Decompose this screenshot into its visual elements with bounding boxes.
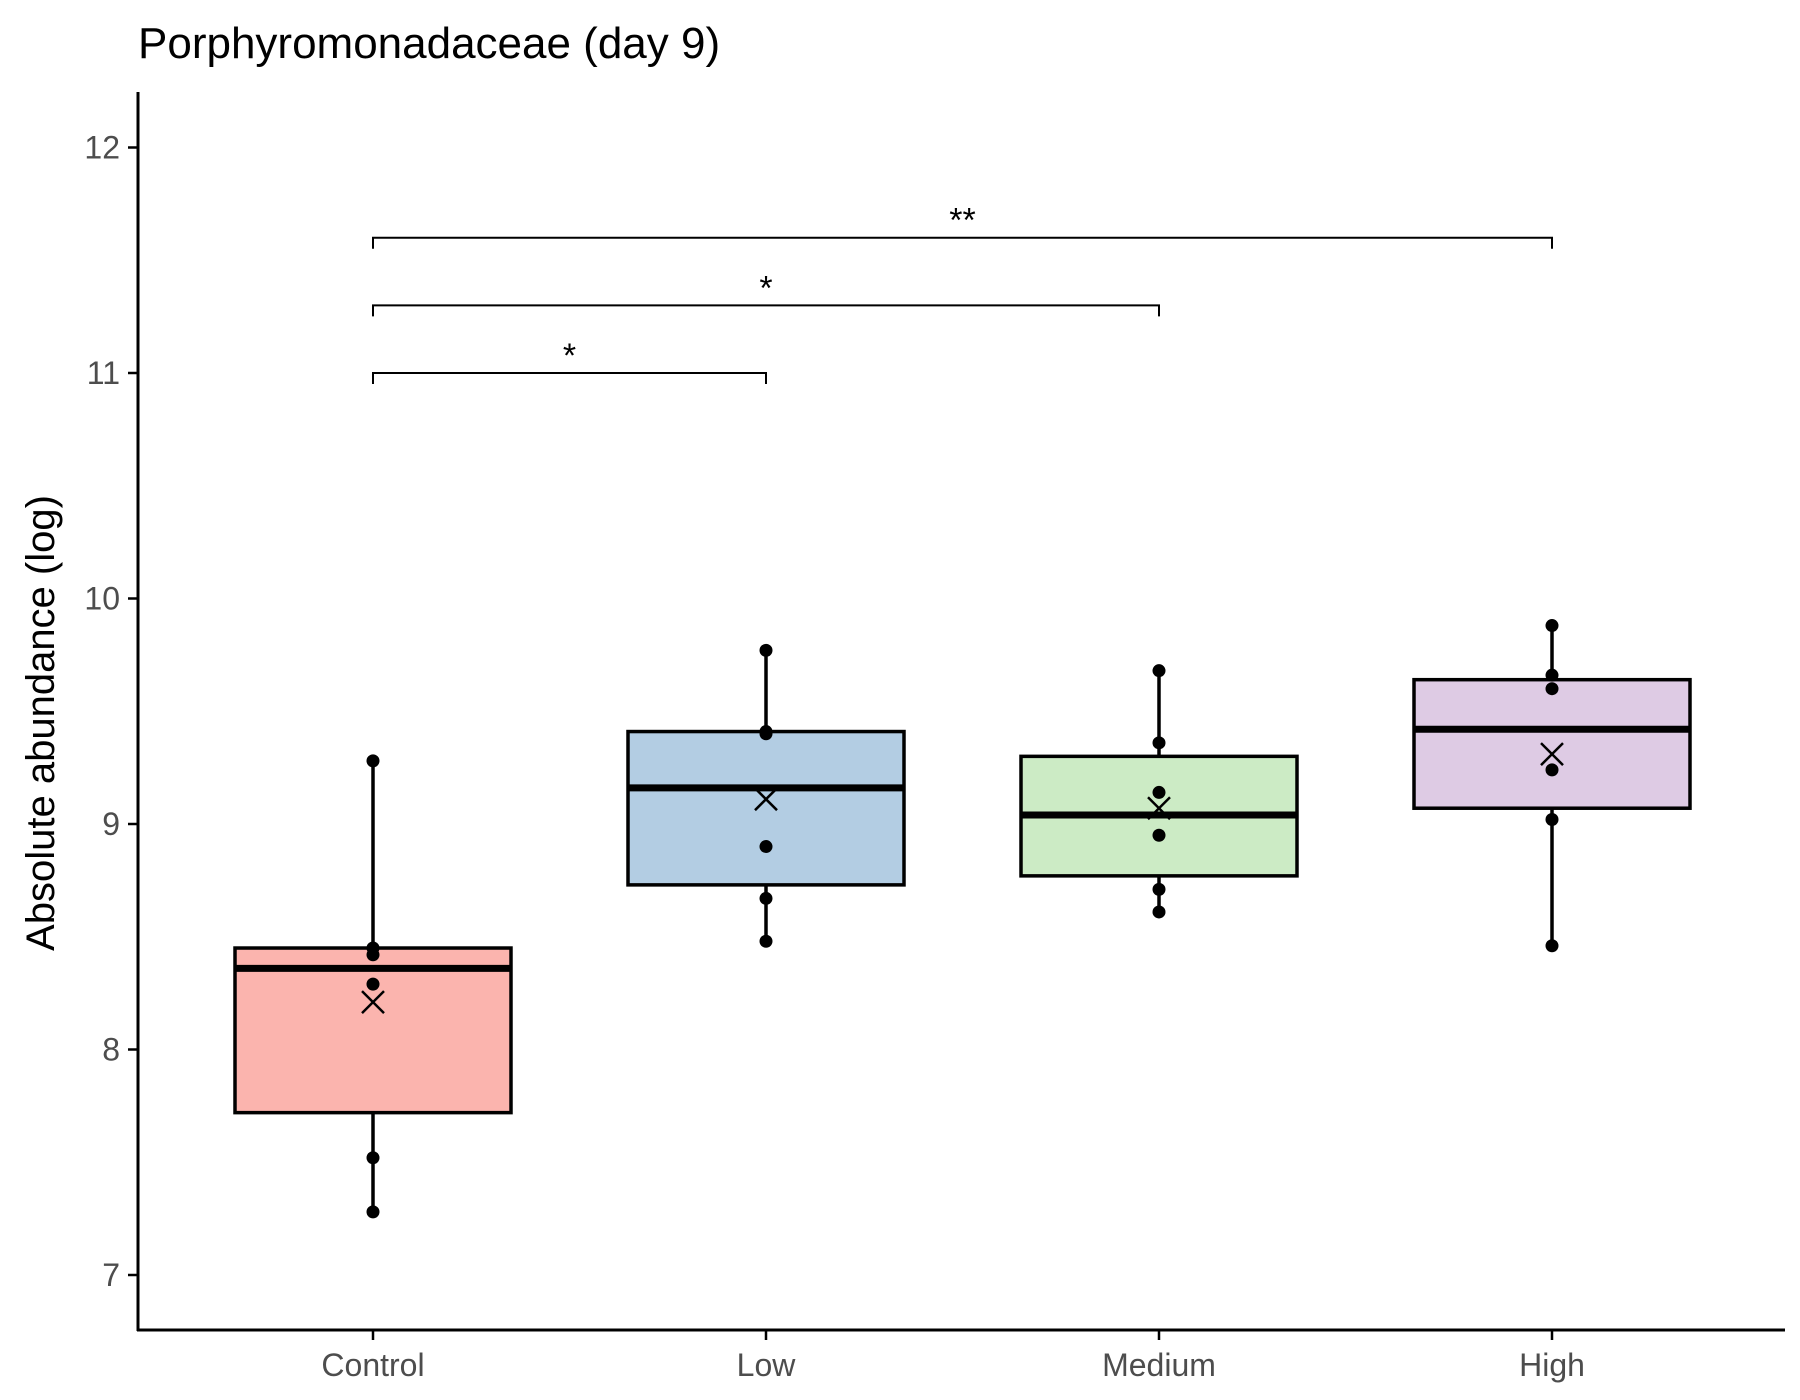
significance-label: *	[759, 269, 772, 307]
box-iqr	[626, 729, 906, 887]
y-tick-label: 9	[102, 806, 120, 842]
box-group-high	[1412, 619, 1692, 953]
significance-label: *	[563, 337, 576, 375]
y-tick-label: 7	[102, 1257, 120, 1293]
box-group-low	[626, 643, 906, 948]
data-point	[1545, 812, 1559, 826]
data-point	[366, 941, 380, 955]
box-group-medium	[1019, 664, 1299, 919]
mean-marker	[754, 787, 778, 812]
data-point	[1545, 763, 1559, 777]
data-point	[1545, 939, 1559, 953]
mean-marker	[1147, 796, 1171, 821]
x-tick-label: Medium	[1102, 1347, 1216, 1383]
data-point	[366, 1151, 380, 1165]
data-point	[366, 1205, 380, 1219]
data-point	[1152, 828, 1166, 842]
x-tick-label: High	[1519, 1347, 1585, 1383]
bracket-line	[372, 372, 767, 384]
x-tick-label: Low	[737, 1347, 797, 1383]
data-point	[759, 725, 773, 739]
y-tick-label: 10	[84, 581, 120, 617]
significance-bracket: *	[372, 269, 1160, 317]
data-point	[366, 754, 380, 768]
data-point	[366, 977, 380, 991]
data-point	[759, 643, 773, 657]
data-point	[1152, 664, 1166, 678]
box-group-control	[233, 754, 513, 1219]
data-point	[1152, 882, 1166, 896]
data-point	[759, 934, 773, 948]
data-point	[1545, 668, 1559, 682]
y-axis-label: Absolute abundance (log)	[19, 495, 63, 951]
box-iqr	[233, 946, 513, 1115]
significance-bracket: *	[372, 337, 767, 384]
data-point	[1152, 785, 1166, 799]
data-point	[1545, 619, 1559, 633]
x-tick-label: Control	[321, 1347, 424, 1383]
data-point	[759, 840, 773, 854]
bracket-line	[372, 236, 1553, 249]
significance-bracket: **	[372, 202, 1553, 249]
y-tick-label: 12	[84, 130, 120, 166]
bracket-line	[372, 304, 1160, 317]
data-point	[759, 891, 773, 905]
box-iqr	[1412, 677, 1692, 810]
mean-marker	[361, 990, 385, 1015]
y-tick-label: 8	[102, 1032, 120, 1068]
significance-label: **	[949, 202, 975, 240]
y-tick-label: 11	[87, 355, 120, 391]
data-point	[1152, 736, 1166, 750]
data-point	[1545, 682, 1559, 696]
chart-title: Porphyromonadaceae (day 9)	[138, 19, 720, 68]
mean-marker	[1540, 742, 1564, 766]
data-point	[1152, 905, 1166, 919]
